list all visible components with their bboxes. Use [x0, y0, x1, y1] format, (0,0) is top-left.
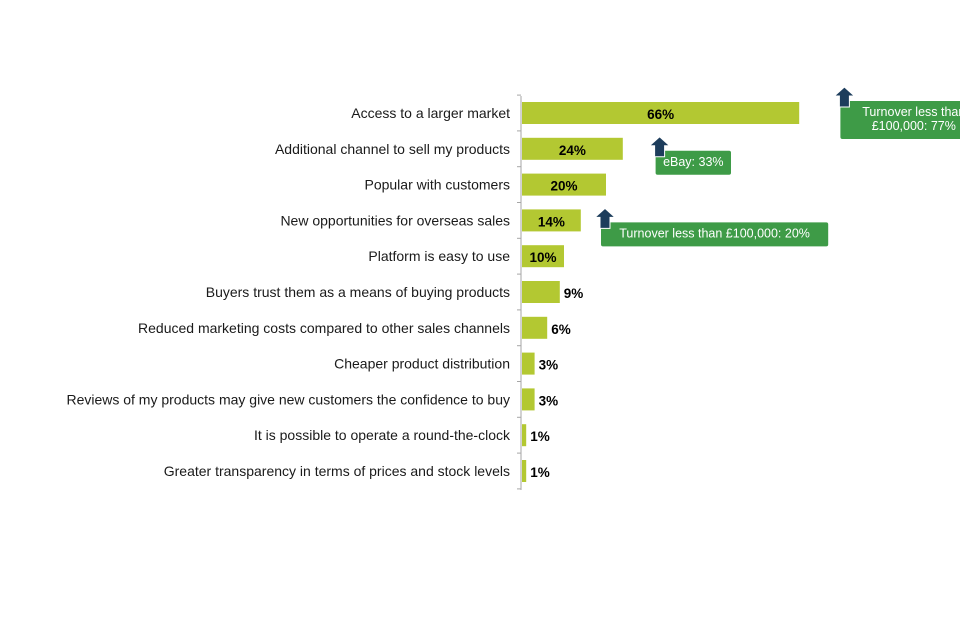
bar: [522, 281, 560, 303]
value-label: 24%: [559, 143, 586, 158]
category-label: Reviews of my products may give new cust…: [66, 391, 510, 407]
category-label: Additional channel to sell my products: [275, 141, 510, 157]
category-label: New opportunities for overseas sales: [280, 212, 510, 228]
category-label: Popular with customers: [364, 177, 510, 193]
annotation-box: [601, 222, 829, 247]
bar: [522, 424, 527, 447]
value-label: 14%: [538, 214, 565, 229]
category-label: Reduced marketing costs compared to othe…: [138, 320, 510, 336]
value-label: 3%: [539, 358, 559, 373]
value-label: 1%: [530, 465, 550, 480]
up-arrow-icon: [833, 86, 856, 108]
category-label: It is possible to operate a round-the-cl…: [254, 427, 511, 443]
value-label: 10%: [529, 250, 556, 265]
value-label: 9%: [564, 286, 584, 301]
bar: [522, 460, 527, 482]
value-label: 3%: [539, 393, 559, 408]
annotation-text: Turnover less than £100,000: 20%: [619, 226, 810, 240]
annotation-text: Turnover less than: [862, 105, 960, 119]
bar: [522, 388, 535, 411]
bar: [522, 245, 564, 268]
value-label: 66%: [647, 107, 674, 122]
bar: [522, 137, 623, 160]
bar: [522, 209, 581, 232]
category-label: Platform is easy to use: [368, 248, 510, 264]
value-label: 20%: [550, 179, 577, 194]
annotation-text: eBay: 33%: [663, 155, 723, 169]
value-label: 6%: [551, 322, 571, 337]
up-arrow-icon: [648, 136, 671, 158]
category-label: Cheaper product distribution: [334, 356, 510, 372]
bar: [522, 316, 548, 339]
category-label: Buyers trust them as a means of buying p…: [206, 284, 510, 300]
up-arrow-icon: [593, 207, 617, 229]
value-label: 1%: [530, 429, 550, 444]
bar: [522, 102, 800, 124]
category-label: Greater transparency in terms of prices …: [164, 463, 510, 479]
annotation-text: £100,000: 77%: [872, 119, 956, 133]
annotation-box: [840, 101, 960, 139]
annotation-box: [655, 150, 731, 175]
bar: [522, 352, 535, 375]
category-label: Access to a larger market: [351, 105, 510, 121]
bar: [522, 173, 606, 196]
